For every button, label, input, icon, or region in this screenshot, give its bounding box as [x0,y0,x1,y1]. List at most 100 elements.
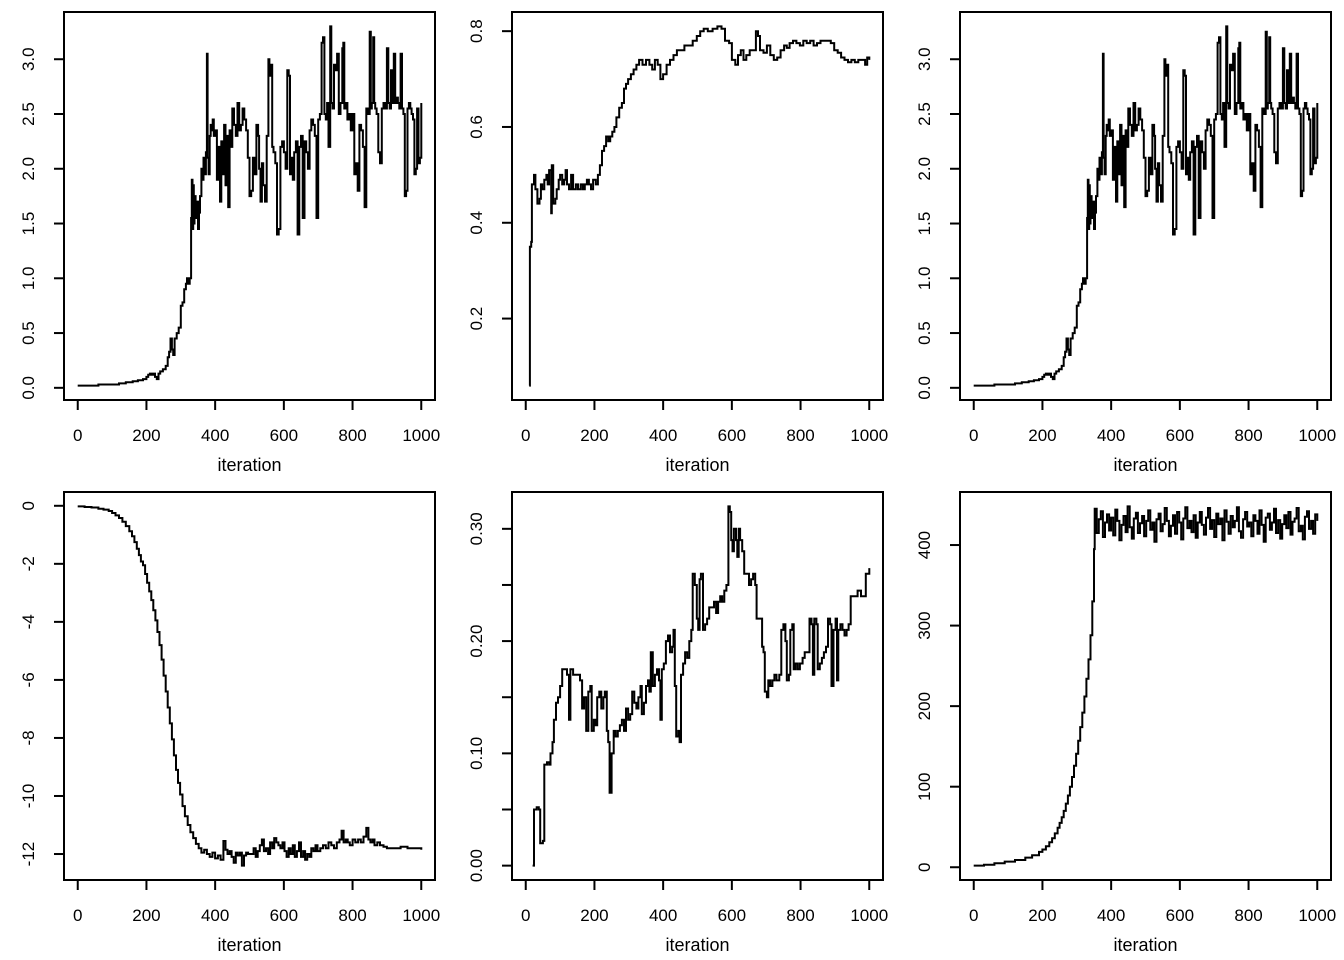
y-tick-label: 200 [915,692,934,720]
x-tick-label: 400 [201,906,229,925]
y-tick-label: 1.5 [19,212,38,236]
trace-line [528,25,871,387]
x-tick-label: 800 [786,906,814,925]
x-tick-label: 1000 [402,426,440,445]
x-tick-label: 600 [270,906,298,925]
y-tick-label: 0.0 [915,376,934,400]
y-tick-label: 2.5 [19,102,38,126]
y-tick-label: 0.00 [467,849,486,882]
y-tick-label: 2.0 [19,157,38,181]
plot-svg-bottom-left: 0 200 400 600 800 1000 iteration 0 -2 -4 -6 -8 -10 -1… [19,491,440,955]
x-tick-label: 400 [1097,906,1125,925]
trace-line [973,25,1319,387]
y-tick-label: -6 [19,672,38,687]
y-tick-label: 1.0 [19,266,38,290]
x-axis-title: iteration [1113,455,1177,475]
plot-top-left: 0 200 400 600 800 1000 iteration 0.0 0.5 1.0 1.5 2.… [0,0,448,480]
trace-line [77,505,423,867]
y-tick-label: 1.5 [915,212,934,236]
plot-top-right: 0 200 400 600 800 1000 iteration 0.0 0.5 1.0 1.5 2.… [896,0,1344,480]
x-axis-title: iteration [665,935,729,955]
y-tick-label: 0.5 [19,321,38,345]
y-tick-label: 0.8 [467,19,486,43]
x-tick-label: 200 [580,426,608,445]
y-tick-label: -10 [19,784,38,809]
x-tick-label: 0 [521,906,530,925]
x-axis-title: iteration [217,455,281,475]
y-tick-label: 0 [19,501,38,510]
y-tick-label: 0.5 [915,321,934,345]
trace-line [77,25,423,387]
x-tick-label: 1000 [1298,906,1336,925]
y-tick-label: -8 [19,730,38,745]
x-tick-label: 1000 [402,906,440,925]
x-tick-label: 400 [649,426,677,445]
y-tick-label: -12 [19,842,38,867]
plot-box [63,11,436,401]
plot-box [959,491,1332,881]
y-tick-label: -2 [19,556,38,571]
y-tick-label: 0 [915,863,934,872]
plot-svg-top-middle: 0 200 400 600 800 1000 iteration 0.2 0.4 0.6 0.8 [467,11,888,475]
trace-line [973,505,1319,867]
y-tick-label: 0.0 [19,376,38,400]
x-tick-label: 600 [1166,906,1194,925]
x-axis-title: iteration [217,935,281,955]
y-tick-label: 0.2 [467,307,486,331]
x-tick-label: 400 [649,906,677,925]
x-tick-label: 800 [338,906,366,925]
x-tick-label: 200 [1028,426,1056,445]
x-tick-label: 600 [1166,426,1194,445]
y-tick-label: 0.6 [467,115,486,139]
x-tick-label: 1000 [1298,426,1336,445]
y-tick-label: 0.4 [467,211,486,235]
x-tick-label: 0 [969,906,978,925]
y-tick-label: 300 [915,611,934,639]
x-tick-label: 0 [969,426,978,445]
plot-svg-bottom-right: 0 200 400 600 800 1000 iteration 0 100 200 300 400 [915,491,1336,955]
x-tick-label: 800 [1234,906,1262,925]
x-tick-label: 200 [132,426,160,445]
plot-bottom-right: 0 200 400 600 800 1000 iteration 0 100 200 300 400 [896,480,1344,960]
plot-box [511,11,884,401]
x-tick-label: 200 [132,906,160,925]
x-tick-label: 600 [718,906,746,925]
y-tick-label: 0.30 [467,512,486,545]
plot-svg-top-left: 0 200 400 600 800 1000 iteration 0.0 0.5 1.0 1.5 2.… [19,11,440,475]
y-tick-label: 1.0 [915,266,934,290]
plot-svg-bottom-middle: 0 200 400 600 800 1000 iteration 0.00 0.10 0.20 0.… [467,491,888,955]
y-tick-label: 0.10 [467,737,486,770]
y-tick-label: 3.0 [915,47,934,71]
x-tick-label: 600 [718,426,746,445]
x-axis-title: iteration [665,455,729,475]
x-axis-title: iteration [1113,935,1177,955]
y-tick-label: 3.0 [19,47,38,71]
y-tick-label: 100 [915,773,934,801]
x-tick-label: 0 [73,426,82,445]
y-tick-label: 2.5 [915,102,934,126]
x-tick-label: 800 [786,426,814,445]
y-tick-label: 400 [915,531,934,559]
x-tick-label: 800 [338,426,366,445]
y-tick-label: 0.20 [467,625,486,658]
x-tick-label: 1000 [850,906,888,925]
x-tick-label: 200 [1028,906,1056,925]
x-tick-label: 400 [1097,426,1125,445]
plot-box [959,11,1332,401]
y-tick-label: -4 [19,614,38,629]
trace-line [532,505,871,867]
x-tick-label: 200 [580,906,608,925]
y-tick-label: 2.0 [915,157,934,181]
x-tick-label: 0 [73,906,82,925]
plot-bottom-middle: 0 200 400 600 800 1000 iteration 0.00 0.10 0.20 0.… [448,480,896,960]
x-tick-label: 600 [270,426,298,445]
x-tick-label: 400 [201,426,229,445]
plot-top-middle: 0 200 400 600 800 1000 iteration 0.2 0.4 0.6 0.8 [448,0,896,480]
plot-box [511,491,884,881]
plot-svg-top-right: 0 200 400 600 800 1000 iteration 0.0 0.5 1.0 1.5 2.… [915,11,1336,475]
plot-bottom-left: 0 200 400 600 800 1000 iteration 0 -2 -4 -6 -8 -10 -1… [0,480,448,960]
x-tick-label: 0 [521,426,530,445]
x-tick-label: 800 [1234,426,1262,445]
x-tick-label: 1000 [850,426,888,445]
